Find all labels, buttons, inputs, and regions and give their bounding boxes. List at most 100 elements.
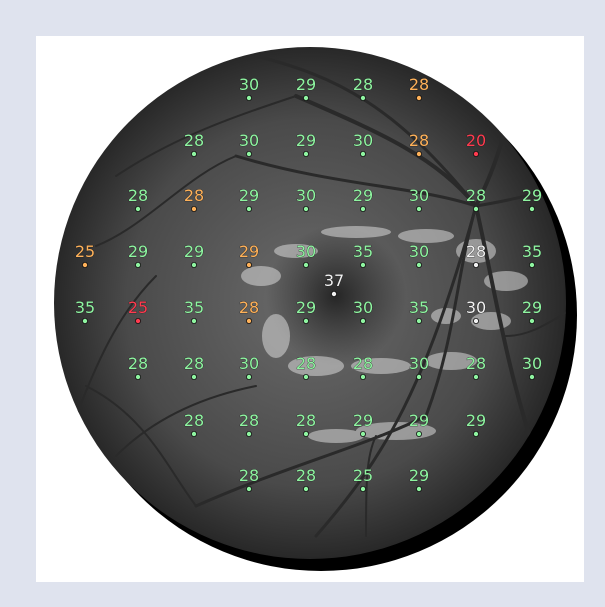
sensitivity-marker xyxy=(245,261,252,268)
sensitivity-point: 29 xyxy=(353,186,373,212)
sensitivity-point: 29 xyxy=(239,186,259,212)
sensitivity-point: 35 xyxy=(409,298,429,324)
sensitivity-value: 28 xyxy=(353,354,373,373)
sensitivity-marker xyxy=(528,205,535,212)
sensitivity-marker xyxy=(302,317,309,324)
sensitivity-marker xyxy=(359,373,366,380)
sensitivity-value: 30 xyxy=(296,186,316,205)
sensitivity-value: 29 xyxy=(353,411,373,430)
sensitivity-marker xyxy=(359,95,366,102)
sensitivity-marker xyxy=(415,373,422,380)
sensitivity-value: 28 xyxy=(184,354,204,373)
sensitivity-value: 28 xyxy=(184,186,204,205)
sensitivity-value: 28 xyxy=(239,298,259,317)
sensitivity-point: 35 xyxy=(522,242,542,268)
sensitivity-value: 29 xyxy=(128,242,148,261)
sensitivity-point: 28 xyxy=(184,186,204,212)
sensitivity-marker xyxy=(528,261,535,268)
sensitivity-value: 25 xyxy=(353,466,373,485)
sensitivity-value: 35 xyxy=(184,298,204,317)
sensitivity-value: 30 xyxy=(239,131,259,150)
sensitivity-point: 30 xyxy=(296,242,316,268)
sensitivity-value: 28 xyxy=(466,242,486,261)
sensitivity-marker xyxy=(190,430,197,437)
sensitivity-marker xyxy=(528,317,535,324)
sensitivity-value: 29 xyxy=(409,411,429,430)
sensitivity-point: 29 xyxy=(522,186,542,212)
sensitivity-marker xyxy=(302,95,309,102)
sensitivity-marker xyxy=(245,317,252,324)
sensitivity-point: 30 xyxy=(239,354,259,380)
sensitivity-point: 29 xyxy=(296,131,316,158)
sensitivity-point: 29 xyxy=(296,75,316,102)
sensitivity-marker xyxy=(415,261,422,268)
sensitivity-marker xyxy=(302,205,309,212)
sensitivity-point: 28 xyxy=(466,242,486,268)
sensitivity-marker xyxy=(190,151,197,158)
sensitivity-point: 28 xyxy=(239,411,259,437)
sensitivity-point: 35 xyxy=(184,298,204,324)
sensitivity-value: 35 xyxy=(353,242,373,261)
sensitivity-value: 35 xyxy=(75,298,95,317)
sensitivity-point: 28 xyxy=(128,186,148,212)
sensitivity-marker xyxy=(245,151,252,158)
sensitivity-marker xyxy=(302,485,309,492)
sensitivity-marker xyxy=(330,290,337,297)
sensitivity-value: 30 xyxy=(353,298,373,317)
sensitivity-point: 28 xyxy=(239,466,259,492)
sensitivity-point: 30 xyxy=(353,131,373,158)
sensitivity-value: 29 xyxy=(296,75,316,94)
sensitivity-point: 28 xyxy=(353,354,373,380)
sensitivity-marker xyxy=(415,485,422,492)
sensitivity-marker xyxy=(472,373,479,380)
sensitivity-point: 28 xyxy=(296,466,316,492)
sensitivity-point: 29 xyxy=(409,411,429,437)
sensitivity-value: 20 xyxy=(466,131,486,150)
fovea-point: 37 xyxy=(324,271,344,297)
sensitivity-point: 30 xyxy=(409,354,429,380)
sensitivity-marker xyxy=(359,430,366,437)
sensitivity-marker xyxy=(302,373,309,380)
sensitivity-value: 29 xyxy=(239,242,259,261)
sensitivity-point: 28 xyxy=(184,354,204,380)
sensitivity-point: 28 xyxy=(409,75,429,102)
sensitivity-value: 30 xyxy=(409,242,429,261)
sensitivity-point: 28 xyxy=(296,411,316,437)
sensitivity-points: 30 29 28 28 28 30 29 30 28 20 28 28 29 30 29 30 28 29 25 29… xyxy=(75,75,542,492)
sensitivity-value: 25 xyxy=(75,242,95,261)
sensitivity-value: 30 xyxy=(239,75,259,94)
sensitivity-point: 25 xyxy=(128,298,148,324)
sensitivity-value: 30 xyxy=(409,354,429,373)
sensitivity-value: 28 xyxy=(128,354,148,373)
fundus-svg: 30 29 28 28 28 30 29 30 28 20 28 28 29 30 29 30 28 29 25 29… xyxy=(54,47,577,571)
sensitivity-marker xyxy=(245,373,252,380)
sensitivity-point: 30 xyxy=(239,75,259,102)
sensitivity-point: 30 xyxy=(353,298,373,324)
sensitivity-point: 30 xyxy=(522,354,542,380)
sensitivity-value: 29 xyxy=(353,186,373,205)
sensitivity-value: 30 xyxy=(239,354,259,373)
sensitivity-marker xyxy=(359,261,366,268)
sensitivity-value: 30 xyxy=(353,131,373,150)
sensitivity-point: 25 xyxy=(353,466,373,492)
sensitivity-point: 30 xyxy=(409,242,429,268)
sensitivity-point: 28 xyxy=(184,131,204,158)
sensitivity-point: 30 xyxy=(239,131,259,158)
sensitivity-marker xyxy=(415,317,422,324)
sensitivity-point: 28 xyxy=(239,298,259,324)
sensitivity-value: 29 xyxy=(184,242,204,261)
sensitivity-point: 28 xyxy=(466,186,486,212)
sensitivity-value: 30 xyxy=(466,298,486,317)
sensitivity-marker xyxy=(472,261,479,268)
sensitivity-value: 29 xyxy=(409,466,429,485)
sensitivity-point: 29 xyxy=(239,242,259,268)
sensitivity-value: 28 xyxy=(353,75,373,94)
sensitivity-marker xyxy=(472,205,479,212)
sensitivity-point: 29 xyxy=(184,242,204,268)
sensitivity-value: 28 xyxy=(239,466,259,485)
sensitivity-marker xyxy=(190,205,197,212)
sensitivity-marker xyxy=(415,205,422,212)
sensitivity-value: 37 xyxy=(324,271,344,290)
sensitivity-value: 28 xyxy=(239,411,259,430)
sensitivity-value: 29 xyxy=(522,186,542,205)
